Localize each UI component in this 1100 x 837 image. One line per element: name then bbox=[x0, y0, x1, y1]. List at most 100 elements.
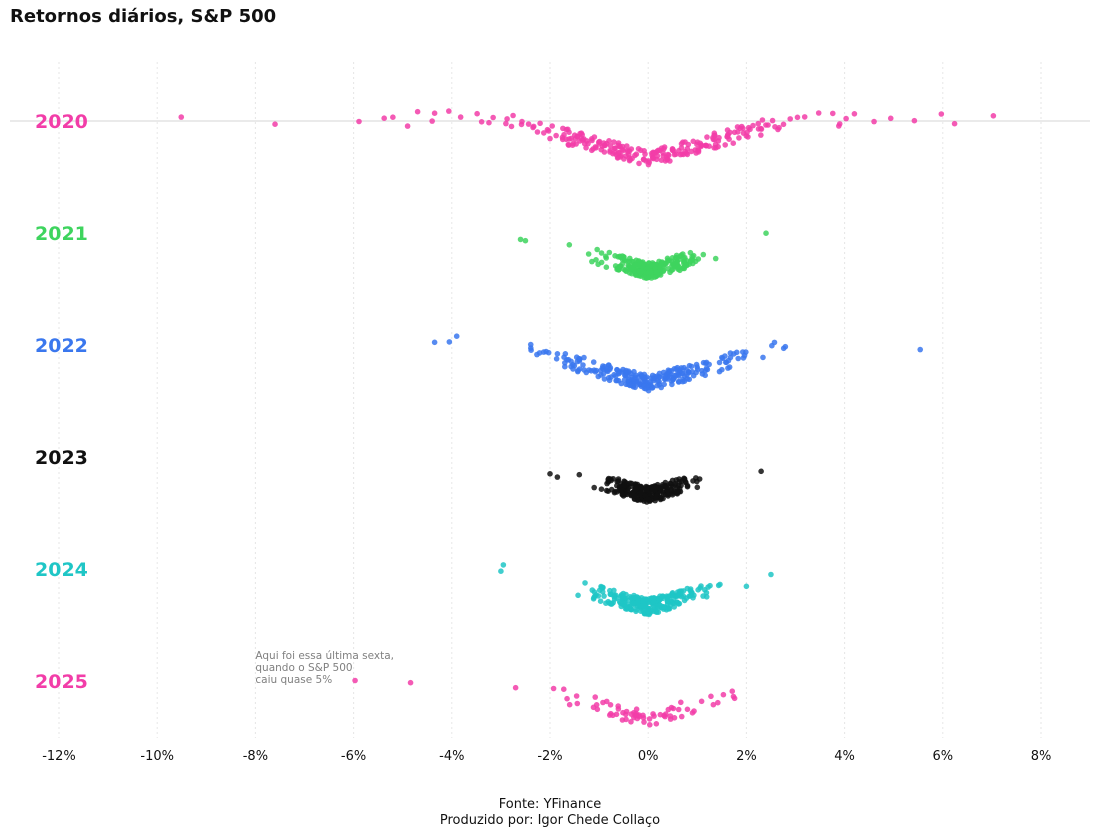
data-point bbox=[694, 484, 701, 491]
data-point bbox=[763, 230, 769, 236]
annotation-line: caiu quase 5% bbox=[255, 674, 332, 686]
data-point bbox=[605, 375, 612, 381]
data-point bbox=[352, 677, 358, 684]
data-point bbox=[686, 376, 693, 383]
data-point bbox=[657, 374, 663, 380]
data-point bbox=[760, 354, 766, 361]
data-point bbox=[599, 589, 606, 595]
x-tick-labels: -12% -10% -8% -6% -4% -2% 0% 2% 4% 6% 8% bbox=[42, 749, 1051, 764]
data-point bbox=[500, 562, 507, 568]
data-point bbox=[566, 136, 572, 142]
x-tick-label: 2% bbox=[736, 749, 757, 764]
data-point bbox=[730, 140, 737, 146]
data-point bbox=[537, 120, 543, 127]
data-point bbox=[673, 366, 680, 372]
data-point bbox=[490, 114, 496, 121]
data-point bbox=[593, 592, 599, 598]
data-point bbox=[650, 711, 656, 717]
data-point bbox=[768, 571, 774, 578]
data-point bbox=[716, 359, 723, 366]
data-point bbox=[731, 129, 738, 136]
data-point bbox=[679, 370, 685, 377]
data-point bbox=[631, 376, 638, 382]
data-point bbox=[771, 339, 778, 346]
data-point bbox=[626, 603, 632, 610]
data-point bbox=[683, 367, 690, 373]
data-point bbox=[498, 568, 504, 574]
data-point bbox=[582, 580, 588, 586]
data-point bbox=[658, 157, 665, 163]
data-point bbox=[478, 119, 485, 125]
data-point bbox=[626, 157, 633, 164]
data-point bbox=[638, 268, 645, 275]
data-point bbox=[649, 384, 656, 391]
x-tick-label: -10% bbox=[140, 749, 174, 764]
data-point bbox=[572, 136, 578, 142]
data-point bbox=[627, 480, 633, 487]
data-point bbox=[668, 368, 675, 374]
data-point bbox=[634, 594, 640, 600]
data-point bbox=[566, 701, 573, 708]
data-point bbox=[638, 608, 644, 614]
data-point bbox=[737, 125, 743, 132]
year-label-2021: 2021 bbox=[35, 223, 88, 245]
data-point bbox=[570, 366, 576, 372]
data-point bbox=[674, 593, 681, 599]
data-points bbox=[178, 108, 997, 728]
data-point bbox=[675, 266, 682, 273]
data-point bbox=[632, 384, 638, 391]
data-point bbox=[704, 134, 710, 140]
data-point bbox=[614, 155, 621, 161]
data-point bbox=[645, 270, 652, 277]
data-point bbox=[606, 712, 613, 718]
data-point bbox=[664, 156, 670, 163]
data-point bbox=[597, 598, 604, 604]
data-point bbox=[633, 606, 640, 613]
data-point bbox=[650, 595, 657, 602]
data-point bbox=[607, 143, 614, 149]
data-point bbox=[598, 584, 605, 591]
data-point bbox=[736, 135, 742, 141]
data-point bbox=[719, 355, 726, 362]
data-point bbox=[917, 346, 924, 353]
data-point bbox=[653, 721, 660, 727]
data-point bbox=[590, 359, 597, 365]
data-point bbox=[643, 386, 649, 392]
data-point bbox=[581, 367, 588, 373]
data-point bbox=[744, 129, 750, 136]
data-point bbox=[871, 118, 877, 125]
data-point bbox=[658, 384, 665, 391]
data-point bbox=[695, 149, 702, 155]
data-point bbox=[684, 706, 691, 713]
data-point bbox=[640, 715, 647, 721]
data-point bbox=[755, 126, 762, 132]
year-label-2022: 2022 bbox=[35, 335, 88, 357]
data-point bbox=[675, 706, 682, 713]
data-point bbox=[644, 486, 650, 493]
data-point bbox=[614, 266, 620, 273]
data-point bbox=[429, 118, 435, 124]
data-point bbox=[581, 354, 587, 361]
data-point bbox=[611, 596, 618, 602]
data-point bbox=[676, 476, 682, 482]
data-point bbox=[674, 589, 681, 595]
data-point bbox=[600, 363, 606, 369]
data-point bbox=[669, 266, 676, 273]
data-point bbox=[566, 242, 573, 248]
data-point bbox=[605, 475, 612, 482]
data-point bbox=[712, 255, 719, 262]
data-point bbox=[636, 712, 642, 718]
data-point bbox=[642, 151, 648, 157]
data-point bbox=[404, 123, 411, 129]
data-point bbox=[669, 147, 676, 154]
data-point bbox=[660, 150, 666, 156]
data-point bbox=[503, 120, 509, 127]
data-point bbox=[554, 474, 561, 480]
data-point bbox=[727, 354, 734, 361]
data-point bbox=[656, 596, 663, 603]
data-point bbox=[636, 160, 642, 167]
data-point bbox=[640, 156, 647, 162]
data-point bbox=[815, 110, 822, 116]
data-point bbox=[545, 349, 552, 356]
data-point bbox=[540, 349, 547, 355]
